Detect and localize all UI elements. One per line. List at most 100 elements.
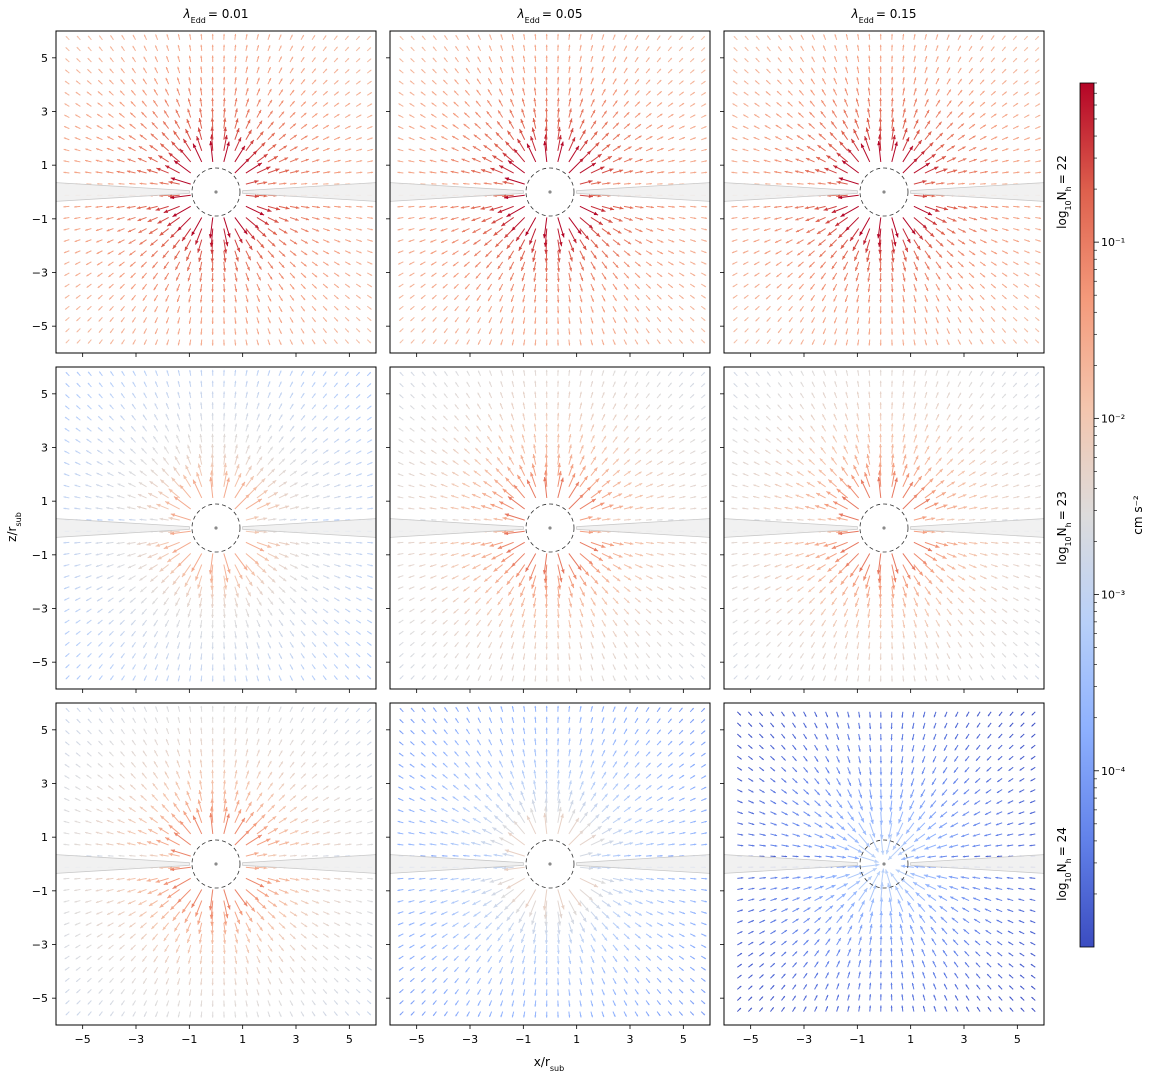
quiver-arrow [946,518,955,521]
quiver-arrow [545,380,548,387]
quiver-arrow [990,328,995,334]
quiver-arrow [731,261,738,265]
quiver-arrow [690,171,697,174]
quiver-arrow [367,564,374,567]
quiver-arrow [74,877,81,880]
quiver-arrow [601,317,605,324]
quiver-arrow [891,391,894,399]
quiver-arrow [990,317,996,323]
quiver-arrow [289,436,296,443]
quiver-arrow [667,294,673,300]
quiver-arrow [143,717,148,724]
quiver-arrow [451,239,459,244]
quiver-arrow [590,478,600,488]
quiver-arrow [656,382,661,388]
quiver-arrow [245,564,256,576]
quiver-arrow [534,55,537,63]
quiver-arrow [991,541,999,545]
quiver-arrow [656,79,662,85]
quiver-arrow [667,79,673,85]
quiver-arrow [109,675,114,681]
quiver-arrow [1002,552,1009,556]
quiver-arrow [623,170,634,174]
quiver-arrow [1012,80,1018,85]
quiver-arrow [753,136,760,141]
quiver-arrow [345,552,352,556]
quiver-arrow [601,181,611,185]
quiver-arrow [1013,564,1020,567]
quiver-arrow [935,653,939,660]
quiver-arrow [623,575,632,581]
quiver-arrow [209,228,214,247]
quiver-arrow [865,239,871,253]
quiver-arrow [511,44,515,52]
quiver-arrow [398,439,404,443]
quiver-arrow [300,123,308,130]
quiver-arrow [701,272,707,277]
quiver-arrow [924,467,932,477]
quiver-arrow [128,239,136,245]
quiver-arrow [188,55,192,63]
quiver-arrow [366,339,372,344]
quiver-arrow [87,740,92,746]
quiver-arrow [154,728,159,735]
quiver-arrow [234,272,238,282]
quiver-arrow [185,586,192,598]
quiver-arrow [267,143,277,152]
quiver-arrow [200,33,203,40]
quiver-arrow [108,966,114,972]
quiver-arrow [131,403,136,410]
quiver-arrow [189,33,192,40]
quiver-arrow [367,216,374,219]
quiver-arrow [800,339,804,345]
quiver-arrow [109,664,114,670]
quiver-arrow [557,631,560,639]
sublimation-radius-circle [191,503,241,553]
quiver-arrow [891,328,894,335]
quiver-arrow [842,119,849,129]
quiver-arrow [795,494,804,499]
quiver-arrow [612,89,618,96]
quiver-arrow [267,77,272,85]
quiver-arrow [245,586,252,597]
quiver-arrow [168,516,180,521]
quiver-arrow [408,137,415,141]
quiver-arrow [511,339,515,346]
quiver-arrow [311,79,317,85]
quiver-arrow [645,575,653,580]
quiver-arrow [466,56,470,63]
quiver-arrow [367,461,373,466]
quiver-arrow [175,781,181,790]
quiver-arrow [267,56,271,63]
quiver-arrow [545,66,548,74]
quiver-arrow [764,239,771,243]
quiver-arrow [744,664,749,669]
quiver-arrow [278,328,282,335]
quiver-arrow [74,922,81,926]
quiver-arrow [732,416,738,421]
quiver-arrow [267,468,276,477]
quiver-arrow [256,181,268,185]
quiver-arrow [690,541,697,544]
quiver-arrow [502,530,514,534]
quiver-arrow [409,305,415,311]
quiver-arrow [84,843,92,846]
quiver-arrow [510,283,515,292]
quiver-arrow [822,403,827,410]
quiver-arrow [177,328,181,335]
quiver-arrow [234,137,242,152]
quiver-arrow [557,239,562,254]
quiver-arrow [432,675,437,681]
quiver-arrow [75,977,81,983]
quiver-arrow [935,205,949,211]
quiver-arrow [990,90,996,96]
quiver-arrow [399,339,404,344]
quiver-arrow [471,493,481,499]
quiver-arrow [499,630,504,638]
quiver-arrow [764,472,771,477]
quiver-arrow [856,423,860,432]
quiver-arrow [168,866,180,870]
quiver-arrow [891,33,893,40]
quiver-arrow [1012,283,1019,288]
quiver-arrow [356,261,362,265]
